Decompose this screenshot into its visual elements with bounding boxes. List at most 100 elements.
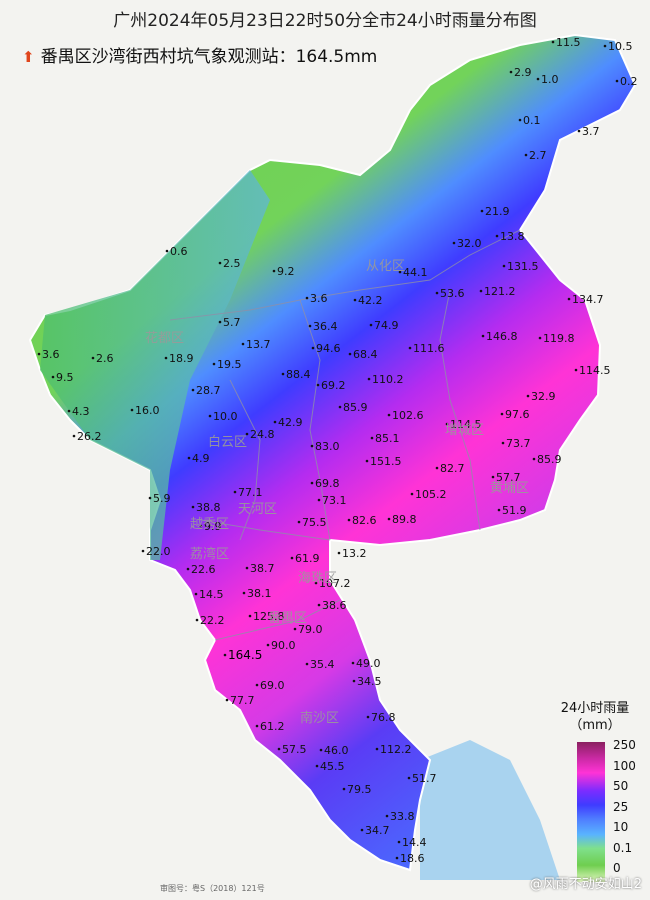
station-rainfall-label: 19.5 (217, 358, 242, 371)
station-dot (308, 324, 312, 328)
station-rainfall-label: 4.3 (72, 405, 90, 418)
station-rainfall-label: 121.2 (484, 285, 516, 298)
station-dot (500, 412, 504, 416)
station-dot (208, 414, 212, 418)
station-rainfall-label: 57.5 (282, 743, 307, 756)
station-rainfall-label: 61.2 (260, 720, 285, 733)
legend-tick: 25 (613, 799, 629, 814)
station-dot (395, 856, 399, 860)
station-rainfall-label: 22.6 (191, 563, 216, 576)
station-rainfall-label: 111.6 (413, 342, 445, 355)
station-rainfall-label: 85.9 (537, 453, 562, 466)
station-rainfall-label: 73.1 (322, 494, 347, 507)
station-dot (297, 520, 301, 524)
station-dot (141, 549, 145, 553)
station-rainfall-label: 16.0 (135, 404, 160, 417)
station-dot (273, 420, 277, 424)
station-rainfall-label: 3.6 (42, 348, 60, 361)
station-rainfall-label: 5.9 (153, 492, 171, 505)
station-dot (37, 352, 41, 356)
station-rainfall-label: 51.9 (502, 504, 527, 517)
station-rainfall-label: 79.5 (347, 783, 372, 796)
station-rainfall-label: 14.4 (402, 836, 427, 849)
station-rainfall-label: 74.9 (374, 319, 399, 332)
station-rainfall-label: 18.9 (169, 352, 194, 365)
station-rainfall-label: 85.1 (375, 432, 400, 445)
station-rainfall-label: 44.1 (403, 266, 428, 279)
station-dot (242, 591, 246, 595)
station-rainfall-label: 0.6 (170, 245, 188, 258)
station-rainfall-label: 83.0 (315, 440, 340, 453)
station-rainfall-label: 42.2 (358, 294, 383, 307)
district-label: 黄埔区 (490, 481, 529, 496)
station-dot (410, 492, 414, 496)
station-dot (272, 269, 276, 273)
station-dot (311, 346, 315, 350)
station-rainfall-label: 125.8 (253, 610, 285, 623)
station-rainfall-label: 89.8 (392, 513, 417, 526)
station-rainfall-label: 28.7 (196, 384, 221, 397)
rainfall-legend: 24小时雨量 （mm） 250 100 50 25 10 0.1 0 (545, 700, 645, 882)
station-dot (452, 241, 456, 245)
station-dot (245, 566, 249, 570)
station-rainfall-label: 9.9 (204, 520, 222, 533)
station-dot (353, 298, 357, 302)
station-dot (387, 517, 391, 521)
station-dot (577, 129, 581, 133)
station-dot (67, 409, 71, 413)
station-dot (225, 698, 229, 702)
station-dot (245, 432, 249, 436)
station-rainfall-label: 42.9 (278, 416, 303, 429)
station-dot (351, 661, 355, 665)
station-rainfall-label: 10.5 (608, 40, 633, 53)
station-dot (337, 551, 341, 555)
district-label: 天河区 (238, 502, 277, 517)
station-rainfall-label: 38.7 (250, 562, 275, 575)
max-station-caption: ⬆ 番禺区沙湾街西村坑气象观测站：164.5mm (22, 42, 377, 67)
station-dot (479, 289, 483, 293)
legend-tick: 0.1 (613, 840, 633, 855)
station-dot (233, 490, 237, 494)
station-dot (212, 362, 216, 366)
station-dot (130, 408, 134, 412)
district-label: 白云区 (208, 434, 247, 450)
station-dot (408, 346, 412, 350)
station-rainfall-label: 13.7 (246, 338, 271, 351)
station-rainfall-label: 134.7 (572, 293, 604, 306)
station-rainfall-label: 38.6 (322, 599, 347, 612)
station-dot (191, 388, 195, 392)
station-dot (397, 840, 401, 844)
station-rainfall-label: 69.2 (321, 379, 346, 392)
station-rainfall-label: 38.8 (196, 501, 221, 514)
district-label: 增城区 (445, 423, 484, 438)
station-dot (615, 79, 619, 83)
station-dot (310, 481, 314, 485)
station-dot (241, 342, 245, 346)
station-dot (567, 297, 571, 301)
district-label: 越秀区 (190, 517, 229, 532)
station-dot (352, 679, 356, 683)
station-rainfall-label: 119.8 (543, 332, 575, 345)
district-label: 荔湾区 (190, 546, 229, 562)
station-dot (199, 524, 203, 528)
arrow-up-icon: ⬆ (22, 48, 35, 66)
legend-tick: 250 (613, 738, 636, 752)
station-dot (293, 627, 297, 631)
station-rainfall-label: 14.5 (199, 588, 224, 601)
station-rainfall-label: 57.7 (496, 471, 521, 484)
station-dot (310, 444, 314, 448)
station-rainfall-label: 73.7 (506, 437, 531, 450)
station-dot (387, 413, 391, 417)
station-dot (574, 368, 578, 372)
district-label: 从化区 (366, 259, 405, 274)
station-rainfall-label: 114.5 (450, 418, 482, 431)
max-station-text: 番禺区沙湾街西村坑气象观测站：164.5mm (40, 47, 378, 67)
station-rainfall-label: 13.2 (342, 547, 367, 560)
station-rainfall-label: 76.8 (371, 711, 396, 724)
station-rainfall-label: 69.0 (260, 679, 285, 692)
station-dot (365, 459, 369, 463)
station-rainfall-label: 32.9 (531, 390, 556, 403)
station-rainfall-label: 51.7 (412, 772, 437, 785)
